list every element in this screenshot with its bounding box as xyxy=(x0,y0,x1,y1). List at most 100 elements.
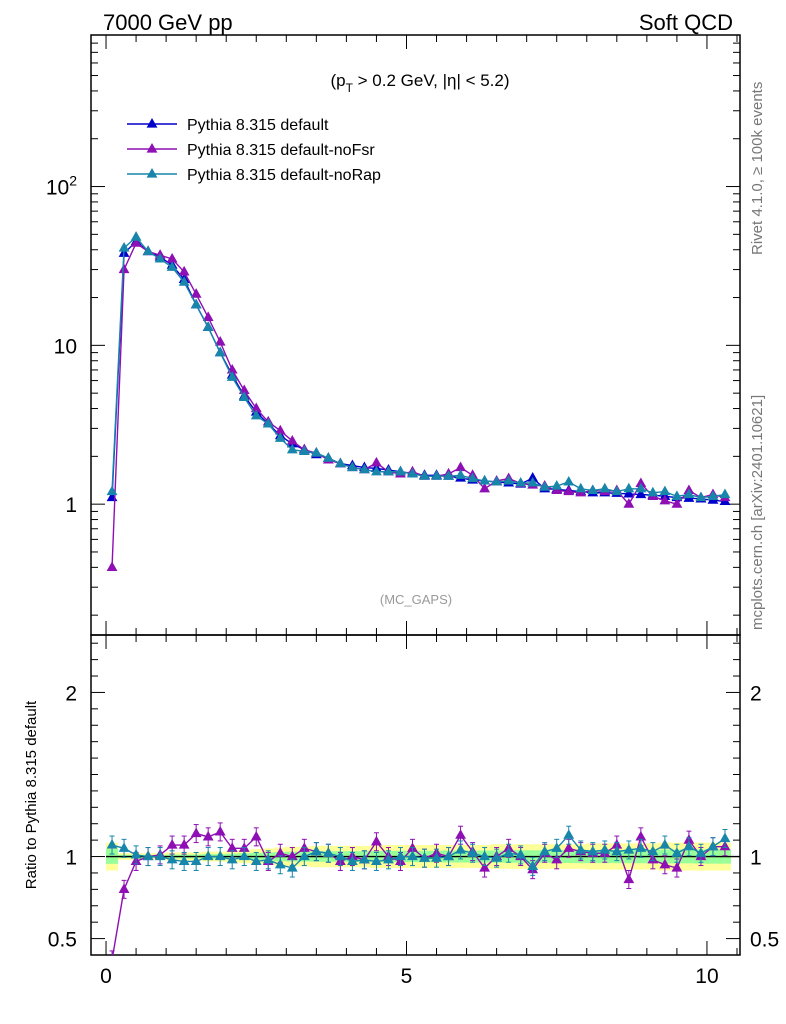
data-point xyxy=(250,402,262,413)
ratio-data-point xyxy=(431,852,442,862)
ratio-data-point xyxy=(563,842,575,852)
data-point xyxy=(214,346,226,357)
ratio-data-point xyxy=(190,855,202,866)
data-point xyxy=(515,476,527,487)
data-point xyxy=(611,485,623,496)
data-point xyxy=(479,482,491,493)
ratio-data-point xyxy=(190,827,202,838)
mcplots-label: mcplots.cern.ch [arXiv:2401.10621] xyxy=(749,395,766,630)
data-point xyxy=(214,335,226,346)
ratio-data-point xyxy=(383,853,394,864)
ratio-data-point xyxy=(118,842,130,852)
data-point xyxy=(587,484,599,495)
data-point xyxy=(371,456,382,467)
series-line xyxy=(111,236,726,499)
ratio-data-point xyxy=(166,839,178,849)
data-point xyxy=(419,470,430,480)
y-tick-label-exponent: 2 xyxy=(69,173,77,189)
ratio-data-point xyxy=(359,853,370,864)
data-point xyxy=(671,498,683,508)
ratio-data-point xyxy=(274,847,286,857)
ratio-data-point xyxy=(623,873,635,884)
data-point xyxy=(371,465,382,476)
ratio-y-tick-label-left: 0.5 xyxy=(48,929,77,952)
data-point xyxy=(647,486,659,497)
data-point xyxy=(623,487,635,498)
data-point xyxy=(635,482,647,493)
data-point xyxy=(527,476,539,487)
data-point xyxy=(334,457,346,468)
data-point xyxy=(250,409,262,420)
ratio-data-point xyxy=(467,847,478,857)
legend-marker xyxy=(146,118,158,128)
x-tick-label: 0 xyxy=(100,965,112,988)
data-point xyxy=(455,461,466,472)
ratio-data-point xyxy=(178,855,190,866)
ratio-data-point xyxy=(202,850,214,861)
data-point xyxy=(166,261,178,271)
ratio-data-point xyxy=(647,845,659,856)
data-point xyxy=(659,485,671,496)
data-point xyxy=(635,477,647,488)
watermark-label: (MC_GAPS) xyxy=(380,592,452,607)
ratio-data-point xyxy=(623,843,635,854)
ratio-data-point xyxy=(575,843,587,854)
data-point xyxy=(455,469,466,479)
ratio-data-point xyxy=(659,839,671,849)
data-point xyxy=(118,263,130,274)
plot-title-pre: (p xyxy=(330,71,345,90)
ratio-y-tick-label-left: 1 xyxy=(65,847,77,870)
data-point xyxy=(563,485,575,496)
data-point xyxy=(623,482,635,493)
data-point xyxy=(719,488,731,499)
ratio-data-point xyxy=(563,829,575,839)
x-tick-label: 10 xyxy=(695,965,718,988)
data-point xyxy=(383,465,394,476)
ratio-data-point xyxy=(443,850,454,861)
ratio-data-point xyxy=(250,855,262,866)
ratio-data-point xyxy=(719,832,731,843)
data-point xyxy=(635,488,647,499)
ratio-frame xyxy=(90,634,741,956)
ratio-data-point xyxy=(407,850,418,861)
ratio-data-point xyxy=(551,842,563,852)
ratio-data-point xyxy=(635,842,647,852)
ratio-y-tick-label-right: 2 xyxy=(750,682,762,705)
ratio-data-point xyxy=(347,855,358,866)
data-point xyxy=(407,467,418,478)
ratio-data-point xyxy=(274,858,286,869)
data-point xyxy=(310,446,322,457)
ratio-data-point xyxy=(479,850,491,861)
data-point xyxy=(395,465,406,476)
plot-title-sub: T xyxy=(346,81,354,95)
y-tick-label: 1 xyxy=(65,494,77,517)
data-point xyxy=(539,481,551,491)
data-point xyxy=(671,490,683,500)
ratio-data-point xyxy=(298,850,310,861)
ratio-data-point xyxy=(130,848,142,859)
plot-title: (pT > 0.2 GeV, |η| < 5.2) xyxy=(330,71,509,95)
ratio-data-point xyxy=(515,848,527,859)
ratio-y-tick-label-right: 0.5 xyxy=(750,929,779,952)
legend-marker xyxy=(146,143,158,153)
ratio-data-point xyxy=(683,840,695,851)
ratio-data-point xyxy=(334,850,346,861)
ratio-data-point xyxy=(587,845,599,856)
data-point xyxy=(190,288,202,298)
data-point xyxy=(443,470,454,480)
data-point xyxy=(286,434,298,445)
legend: Pythia 8.315 default Pythia 8.315 default… xyxy=(127,117,381,184)
data-point xyxy=(178,276,190,286)
ratio-data-point xyxy=(551,853,563,864)
y-tick-label: 10 xyxy=(54,335,77,358)
ratio-data-point xyxy=(671,847,683,857)
ratio-data-point xyxy=(599,843,611,854)
ratio-data-point xyxy=(226,842,238,852)
header-left: 7000 GeV pp xyxy=(103,10,233,35)
data-point xyxy=(166,252,178,263)
data-point xyxy=(551,480,563,490)
ratio-panel: 0.5 0.5 1 1 2 2 0 5 10 xyxy=(48,634,779,988)
y-tick-label-base: 10 xyxy=(46,177,69,200)
series-2 xyxy=(106,231,731,502)
